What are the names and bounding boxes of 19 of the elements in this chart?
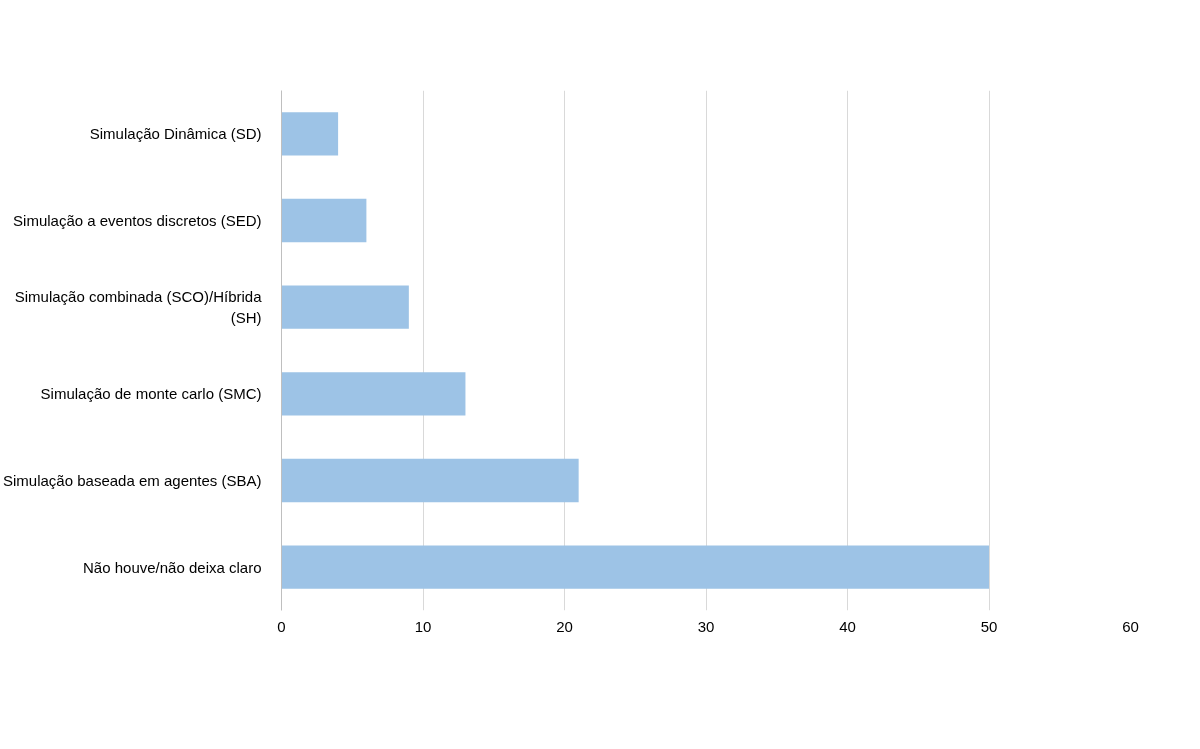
x-tick-label: 60	[1122, 617, 1139, 635]
y-tick-label: Simulação baseada em agentes (SBA)	[3, 472, 262, 489]
x-tick-label: 40	[839, 617, 856, 635]
y-tick-label: Simulação de monte carlo (SMC)	[40, 385, 262, 403]
bar	[281, 285, 409, 329]
x-tick-label: 0	[277, 617, 286, 635]
x-tick-label: 50	[980, 617, 998, 635]
y-tick-label: Simulação a eventos discretos (SED)	[13, 212, 262, 229]
y-tick-label: Não houve/não deixa claro	[83, 558, 262, 576]
y-tick-label: Simulação Dinâmica (SD)	[89, 125, 262, 143]
x-tick-label: 30	[697, 617, 715, 635]
bar	[281, 372, 466, 416]
x-tick-label: 10	[414, 617, 432, 635]
bar	[281, 545, 989, 589]
bar	[281, 198, 367, 243]
x-tick-label: 20	[556, 617, 573, 635]
bar	[281, 112, 339, 156]
bar	[281, 458, 579, 503]
y-tick-label: Simulação combinada (SCO)/Híbrida (SH)	[14, 288, 263, 326]
